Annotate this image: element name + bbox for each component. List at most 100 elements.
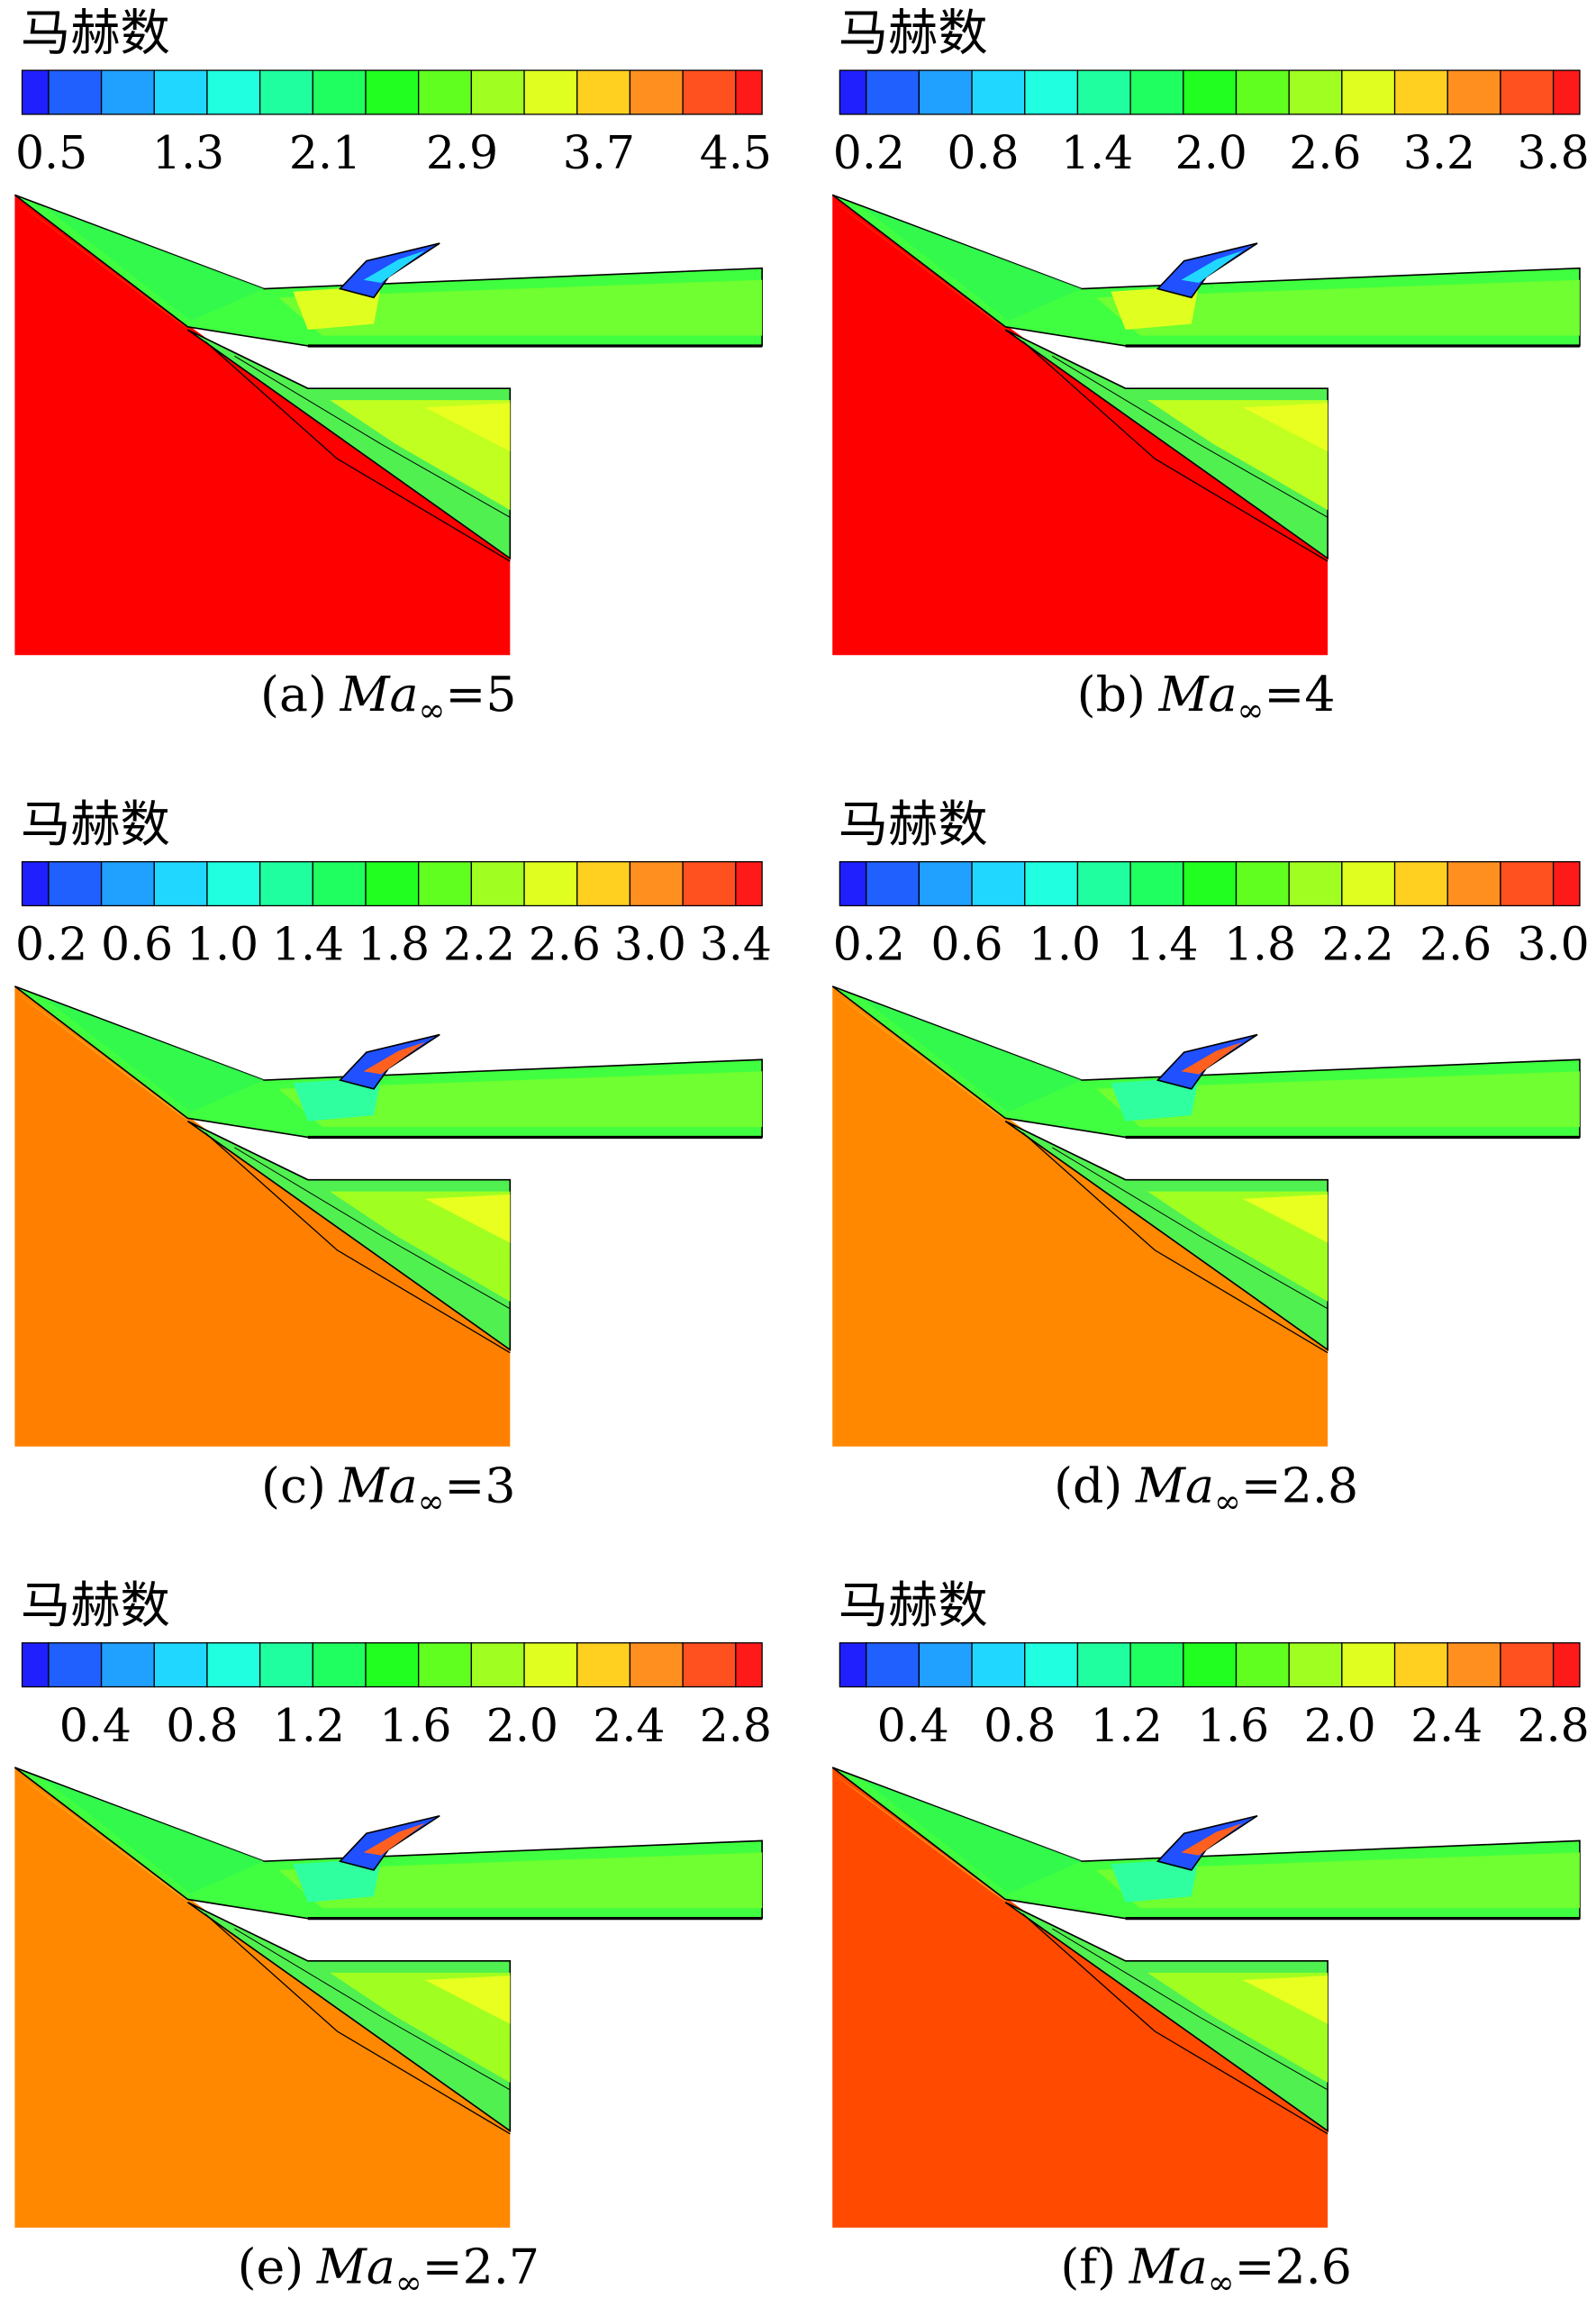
ramp-flow <box>43 206 264 322</box>
colorbar-cell <box>365 860 420 907</box>
contour-plot <box>14 986 763 1447</box>
caption-subscript: ∞ <box>418 1484 445 1521</box>
caption-value: =4 <box>1264 666 1335 722</box>
freestream-region <box>14 195 511 656</box>
colorbar-tick-label: 2.6 <box>1289 126 1361 179</box>
colorbar-cell <box>523 860 578 907</box>
colorbar-tick-label: 0.8 <box>166 1699 238 1752</box>
bleed-core <box>363 1822 425 1856</box>
colorbar-tick-label: 2.2 <box>1321 918 1393 971</box>
panel: 马赫数 0.5 1.3 2.1 2.9 3.7 4.5 (a) Ma∞=5 <box>14 5 772 729</box>
contour-line <box>1052 1147 1328 1310</box>
colorbar-tick-label: 2.0 <box>1304 1699 1376 1752</box>
colorbar-cell <box>312 860 367 907</box>
caption-label: (c) <box>261 1458 326 1514</box>
colorbar-tick-label: 1.3 <box>152 126 224 179</box>
colorbar-cell <box>523 1642 578 1688</box>
colorbar-cell <box>418 860 473 907</box>
colorbar-tick-label: 3.2 <box>1403 126 1475 179</box>
contour-line <box>234 1147 511 1310</box>
panel: 马赫数 0.4 0.8 1.2 1.6 2.0 2.4 2.8 (e) Ma∞=2.7 <box>14 1577 772 2298</box>
caption: (a) Ma∞=5 <box>260 666 516 729</box>
colorbar-cell <box>866 1642 920 1688</box>
contour-plot <box>831 194 1581 656</box>
colorbar-cell <box>918 69 973 115</box>
duct-core <box>278 1852 763 1909</box>
caption-subscript: ∞ <box>1208 2265 1235 2298</box>
colorbar-cell <box>918 860 973 907</box>
colorbar-cell <box>576 69 631 115</box>
colorbar-tick-label: 3.4 <box>700 918 772 971</box>
colorbar-cell <box>735 1642 763 1688</box>
colorbar-cell <box>206 69 261 115</box>
shock-layer <box>832 1773 1020 1912</box>
caption-value: =2.8 <box>1241 1458 1358 1514</box>
colorbar-cell <box>1076 860 1131 907</box>
lower-region <box>1004 1120 1328 1351</box>
caption-label: (d) <box>1054 1458 1122 1514</box>
colorbar-cell <box>206 1642 261 1688</box>
ramp-flow <box>43 997 264 1113</box>
caption-label: (b) <box>1077 666 1146 722</box>
colorbar-tick-label: 0.6 <box>101 918 173 971</box>
ramp-flow <box>861 206 1082 322</box>
colorbar-cell <box>1288 1642 1343 1688</box>
colorbar-cell <box>48 860 103 907</box>
colorbar-cell <box>576 860 631 907</box>
colorbar-cell <box>1235 860 1290 907</box>
colorbar-tick-label: 2.0 <box>486 1699 558 1752</box>
colorbar-cell <box>21 69 50 115</box>
colorbar-tick-label: 0.8 <box>984 1699 1056 1752</box>
colorbar-cell <box>1129 69 1184 115</box>
freestream-region <box>832 986 1328 1447</box>
colorbar-tick-label: 1.6 <box>1197 1699 1269 1752</box>
bleed-core <box>1181 250 1243 283</box>
colorbar-cell <box>839 860 867 907</box>
colorbar-cell <box>100 69 155 115</box>
bleed-core <box>1181 1041 1243 1075</box>
lower-peak <box>1242 1194 1328 1243</box>
contour-line <box>1022 1913 1328 2135</box>
colorbar-tick-label: 1.0 <box>186 918 258 971</box>
caption: (b) Ma∞=4 <box>1077 666 1336 729</box>
bleed-core <box>363 1041 425 1075</box>
colorbar-cell <box>839 69 867 115</box>
colorbar-cell <box>470 860 525 907</box>
colorbar-cell <box>682 1642 737 1688</box>
caption-subscript: ∞ <box>419 692 446 729</box>
caption-symbol: Ma <box>340 666 419 722</box>
duct-core <box>278 1071 763 1128</box>
colorbar-cell <box>1446 860 1501 907</box>
colorbar-cell <box>1129 1642 1184 1688</box>
colorbar-tick-label: 0.4 <box>59 1699 131 1752</box>
lower-peak <box>1242 403 1328 452</box>
colorbar-cell <box>971 1642 1026 1688</box>
lower-peak <box>424 1976 511 2024</box>
caption: (d) Ma∞=2.8 <box>1054 1458 1358 1521</box>
shock-layer <box>14 1773 203 1912</box>
colorbar-cell <box>1183 69 1238 115</box>
freestream-region <box>14 986 511 1447</box>
caption-subscript: ∞ <box>395 2265 422 2298</box>
colorbar-cell <box>153 1642 208 1688</box>
caption: (e) Ma∞=2.7 <box>238 2239 540 2298</box>
colorbar-tick-label: 2.4 <box>1410 1699 1483 1752</box>
caption-symbol: Ma <box>1129 2239 1208 2295</box>
caption-label: (f) <box>1060 2239 1116 2295</box>
colorbar-cell <box>735 69 763 115</box>
caption-symbol: Ma <box>339 1458 418 1514</box>
colorbar-cell <box>576 1642 631 1688</box>
colorbar-cell <box>971 69 1026 115</box>
caption-value: =2.6 <box>1235 2239 1352 2295</box>
contour-line <box>1022 1132 1328 1354</box>
colorbar-cell <box>866 860 920 907</box>
colorbar-cell <box>258 860 313 907</box>
caption-value: =2.7 <box>422 2239 540 2295</box>
caption-value: =3 <box>444 1458 515 1514</box>
colorbar-cell <box>1446 1642 1501 1688</box>
colorbar-cell <box>1183 860 1238 907</box>
colorbar-cell <box>1129 860 1184 907</box>
contour-plot <box>14 194 763 656</box>
